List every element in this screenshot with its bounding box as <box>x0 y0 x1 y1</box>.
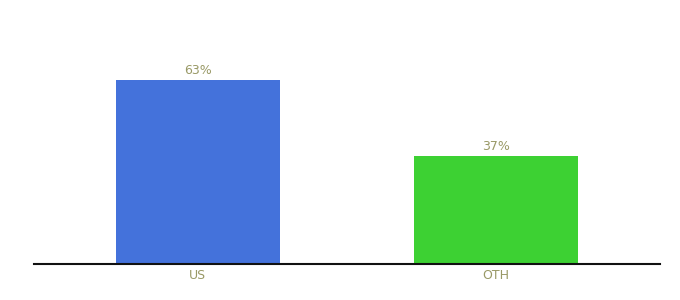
Bar <box>116 80 279 264</box>
Text: 37%: 37% <box>482 140 510 153</box>
Bar <box>414 156 578 264</box>
Text: 63%: 63% <box>184 64 211 77</box>
